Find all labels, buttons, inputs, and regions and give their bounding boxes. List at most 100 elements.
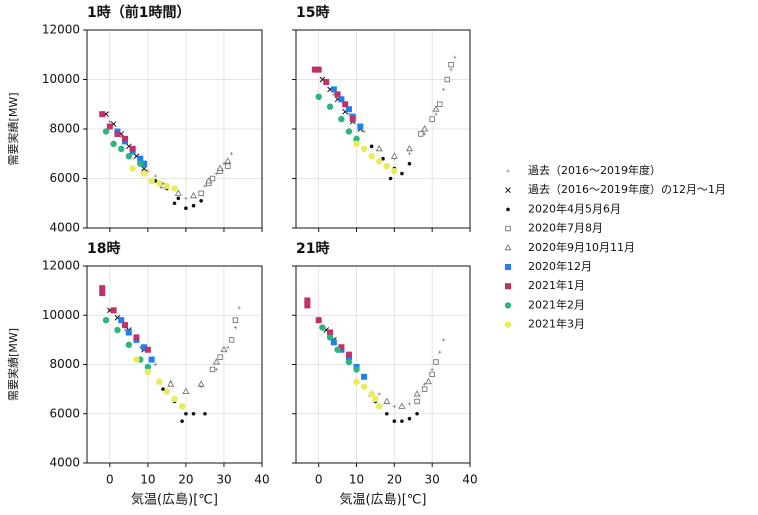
legend-label: 2021年3月 [528,317,585,331]
point [444,76,451,83]
point [214,171,218,176]
x-tick-label: 10 [140,473,155,487]
legend-marker [506,207,510,212]
point [156,378,163,385]
plot-frame [295,29,471,229]
plot-frame [86,265,263,464]
point [311,66,318,73]
point [161,387,165,391]
point [110,140,117,148]
point [414,398,420,405]
point [209,175,216,182]
point [345,128,353,135]
point [315,66,322,73]
x-tick-label: 0 [106,473,114,487]
point [137,160,144,167]
point [319,324,326,331]
point [415,411,419,416]
point [400,171,404,176]
y-tick-label: 8000 [49,122,80,136]
point [375,144,383,152]
point [129,145,136,152]
point [392,419,397,423]
point [114,130,121,137]
point [407,416,412,421]
point [172,201,177,206]
x-axis-label: 気温(広島)[℃] [131,492,218,508]
point [141,344,148,351]
point [407,402,412,406]
point [369,144,374,149]
point [323,78,330,85]
legend-label: 過去（2016～2019年度） [528,163,661,177]
point [133,356,140,363]
y-axis-label: 需要実績[MW] [6,328,20,401]
legend-marker [504,321,512,328]
point [388,176,393,181]
point [423,132,427,136]
point [349,116,356,123]
point [182,387,190,394]
legend-label: 過去（2016～2019年度）の12月～1月 [528,182,726,196]
y-tick-label: 10000 [42,72,80,86]
x-tick-label: 40 [462,473,477,487]
point [315,93,322,101]
point [381,156,385,161]
point [233,325,237,330]
legend-marker [504,243,512,251]
point [421,125,429,132]
point [438,350,442,354]
legend-label: 2021年1月 [528,278,585,292]
point [171,395,178,403]
point [153,174,158,178]
point [99,111,106,118]
panel-title: 1時（前1時間） [87,4,190,21]
point [372,395,379,403]
point [102,316,110,324]
y-tick-label: 10000 [42,308,80,322]
point [114,326,121,334]
point [178,403,186,410]
point [99,285,106,292]
point [334,91,341,98]
y-tick-label: 4000 [49,221,80,235]
legend-marker [505,283,511,290]
point [232,317,239,323]
panel-title: 21時 [296,240,329,257]
point [153,362,158,367]
point [203,184,207,188]
point [362,129,366,134]
point [392,404,396,408]
point [368,153,375,160]
point [433,359,439,365]
point [199,198,203,203]
point [216,164,224,171]
point [133,334,140,341]
point [424,377,432,385]
point [429,116,435,122]
point [224,157,232,164]
x-tick-label: 30 [425,473,440,487]
point [377,392,381,396]
point [144,346,151,353]
point [129,165,136,172]
point [360,145,368,152]
point [353,366,360,373]
point [441,87,446,91]
point [137,155,144,162]
point [432,105,440,112]
point [209,366,216,373]
point [407,152,412,156]
point [163,182,171,190]
point [334,346,341,353]
legend-marker [505,264,511,270]
y-axis-label: 需要実績[MW] [6,93,20,166]
point [125,329,132,336]
point [407,161,412,166]
point [338,96,345,103]
point [203,411,207,416]
point [122,135,129,142]
point [148,177,155,185]
x-tick-label: 40 [254,473,269,487]
